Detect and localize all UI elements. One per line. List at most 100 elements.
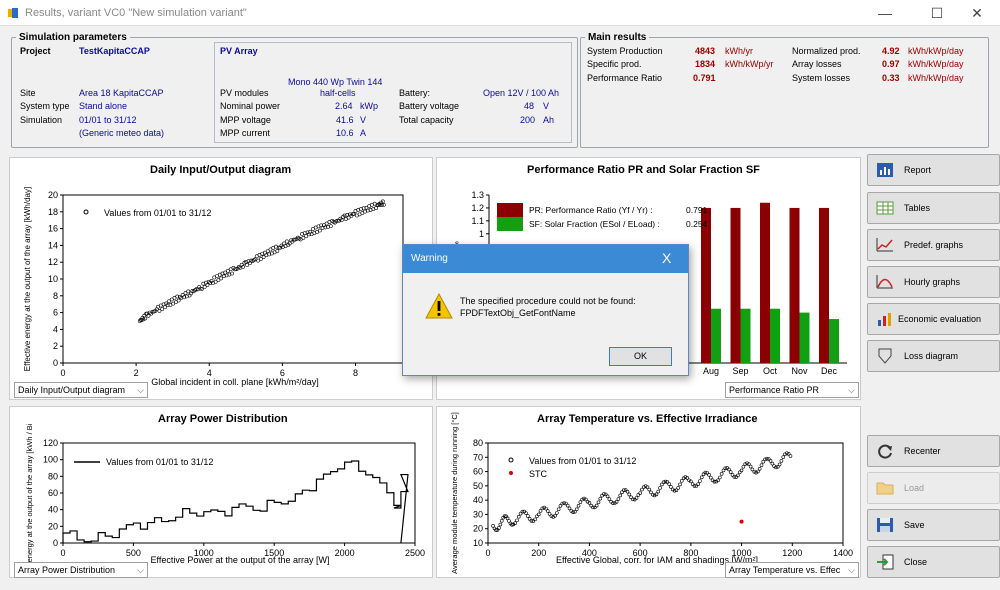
- temperature-point: [696, 482, 700, 487]
- ok-button[interactable]: OK: [609, 347, 672, 366]
- hourly-graphs-button[interactable]: Hourly graphs: [867, 266, 1000, 298]
- temperature-point: [737, 470, 742, 475]
- temperature-point: [667, 482, 671, 486]
- mpp-voltage-value: 41.6: [336, 115, 354, 125]
- economic-evaluation-button[interactable]: Economic evaluation: [867, 303, 1000, 335]
- tables-button[interactable]: Tables: [867, 192, 1000, 224]
- total-capacity-unit: Ah: [543, 115, 555, 125]
- recenter-button-label: Recenter: [904, 446, 941, 456]
- battery-voltage-label: Battery voltage: [399, 101, 460, 111]
- temperature-point: [640, 487, 644, 492]
- power-distribution-dropdown[interactable]: Array Power Distribution ⌵: [14, 562, 148, 578]
- pr-sf-y-tick-label: 1.1: [471, 216, 484, 226]
- temperature-point: [518, 511, 523, 516]
- array-losses-label: Array losses: [792, 59, 842, 69]
- temperature-point: [591, 505, 595, 510]
- daily-io-point: [230, 271, 234, 276]
- main-results-legend: Main results: [588, 32, 647, 43]
- temperature-point: [634, 496, 639, 500]
- daily-io-point: [179, 295, 184, 300]
- normalized-prod-value: 4.92: [882, 46, 900, 56]
- temperature-point: [551, 515, 556, 519]
- temperature-point: [538, 509, 543, 513]
- daily-io-point: [346, 215, 351, 220]
- daily-io-point: [361, 206, 366, 211]
- power-distribution-x-tick-label: 0: [60, 548, 65, 558]
- daily-io-dropdown[interactable]: Daily Input/Output diagram ⌵: [14, 382, 148, 398]
- report-button[interactable]: Report: [867, 154, 1000, 186]
- close-window-button[interactable]: ✕: [971, 5, 983, 21]
- temperature-point: [510, 522, 514, 527]
- chevron-down-icon: ⌵: [848, 565, 855, 575]
- temperature-point: [747, 462, 751, 467]
- temperature-point: [589, 503, 594, 508]
- daily-io-point: [137, 319, 142, 323]
- pr-sf-y-axis-fragment: s: [455, 239, 459, 248]
- save-button[interactable]: Save: [867, 509, 1000, 541]
- dialog-close-icon[interactable]: X: [662, 250, 672, 266]
- recenter-button[interactable]: Recenter: [867, 435, 1000, 467]
- daily-io-point: [202, 285, 207, 289]
- temperature-point: [549, 514, 554, 518]
- pv-array-title: PV Array: [220, 46, 258, 56]
- pr-bar: [701, 207, 711, 363]
- temperature-point: [556, 507, 561, 512]
- system-losses-label: System losses: [792, 73, 851, 83]
- temperature-point: [779, 459, 784, 463]
- warning-message-line-2: FPDFTextObj_GetFontName: [460, 308, 576, 318]
- temperature-point: [788, 454, 793, 458]
- maximize-button[interactable]: ☐: [930, 5, 944, 21]
- pr-sf-dropdown[interactable]: Performance Ratio PR ⌵: [725, 382, 859, 398]
- temperature-point: [785, 451, 789, 455]
- loss-diagram-button[interactable]: Loss diagram: [867, 340, 1000, 372]
- temperature-point: [582, 496, 586, 501]
- temperature-point: [761, 459, 766, 464]
- temperature-point: [638, 491, 642, 495]
- temperature-point: [565, 503, 570, 508]
- power-distribution-x-tick-label: 2000: [335, 548, 355, 558]
- daily-io-y-tick-label: 12: [48, 257, 58, 267]
- temperature-point: [757, 466, 762, 471]
- temperature-point: [703, 470, 708, 475]
- load-button[interactable]: Load: [867, 472, 1000, 504]
- temperature-dropdown-value: Array Temperature vs. Effec: [729, 565, 841, 575]
- temperature-point: [754, 470, 758, 475]
- mpp-current-label: MPP current: [220, 128, 270, 138]
- temperature-point: [555, 511, 559, 515]
- temperature-point: [692, 484, 697, 488]
- temperature-x-tick-label: 800: [683, 548, 698, 558]
- daily-io-point: [165, 303, 170, 308]
- close-button[interactable]: Close: [867, 546, 1000, 578]
- daily-io-point: [276, 245, 281, 250]
- temperature-dropdown[interactable]: Array Temperature vs. Effec ⌵: [725, 562, 859, 578]
- sf-bar: [711, 308, 721, 363]
- report-button-label: Report: [904, 165, 932, 175]
- temperature-point: [585, 499, 590, 504]
- temperature-point: [629, 495, 633, 500]
- predef-graphs-button[interactable]: Predef. graphs: [867, 229, 1000, 261]
- warning-dialog-title: Warning: [411, 253, 448, 264]
- daily-io-y-tick-label: 0: [53, 358, 58, 368]
- pr-sf-month-label: Oct: [763, 366, 778, 376]
- normalized-prod-unit: kWh/kWp/day: [908, 46, 964, 56]
- line-graph-icon: [876, 238, 893, 252]
- daily-io-point: [376, 203, 381, 207]
- minimize-button[interactable]: —: [878, 5, 892, 21]
- daily-io-y-tick-label: 6: [53, 308, 58, 318]
- temperature-point: [732, 475, 737, 479]
- temperature-point: [607, 497, 612, 501]
- temperature-point: [656, 489, 661, 494]
- temperature-legend-label: Values from 01/01 to 31/12: [529, 456, 636, 466]
- temperature-point: [734, 475, 738, 479]
- temperature-point: [524, 511, 528, 515]
- temperature-point: [605, 494, 610, 499]
- save-button-label: Save: [904, 520, 925, 530]
- temperature-point: [513, 521, 517, 525]
- specific-prod-label: Specific prod.: [587, 59, 642, 69]
- pr-sf-month-label: Sep: [732, 366, 748, 376]
- sf-bar: [829, 319, 839, 363]
- pr-sf-y-tick-label: 1.3: [471, 190, 484, 200]
- temperature-point: [694, 484, 699, 488]
- daily-io-x-tick-label: 6: [280, 368, 285, 378]
- daily-io-point: [372, 201, 377, 206]
